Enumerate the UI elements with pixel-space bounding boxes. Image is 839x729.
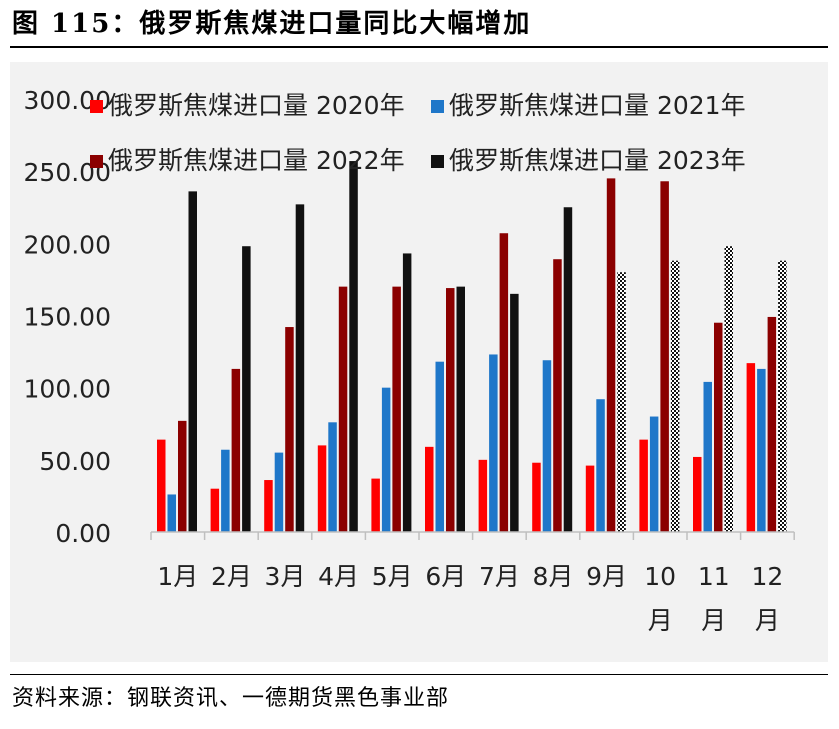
bar	[178, 420, 187, 532]
bar-chart: 0.0050.00100.00150.00200.00250.00300.00 …	[24, 86, 795, 635]
bar	[617, 272, 626, 532]
bar	[670, 260, 680, 532]
bar	[338, 286, 348, 532]
x-tick-label: 3月	[265, 562, 306, 591]
x-tick-label: 6月	[425, 562, 466, 591]
bar	[381, 387, 391, 532]
bar	[157, 439, 166, 532]
bar	[767, 316, 777, 532]
x-tick-label: 11 月	[698, 562, 730, 635]
x-tick-label: 8月	[533, 562, 574, 591]
bar	[489, 354, 498, 532]
x-tick-label: 5月	[372, 562, 413, 591]
bar	[317, 445, 327, 532]
legend-swatch	[431, 155, 444, 168]
legend-swatch	[90, 100, 103, 113]
legend-label: 俄罗斯焦煤进口量 2023年	[449, 146, 746, 175]
bar	[188, 191, 197, 532]
bar	[746, 363, 756, 532]
legend-swatch	[90, 155, 103, 168]
bar	[221, 449, 230, 532]
bar	[285, 327, 294, 532]
figure-title: 图 115：俄罗斯焦煤进口量同比大幅增加	[12, 9, 532, 39]
bar	[264, 480, 273, 532]
bar	[435, 361, 444, 532]
bar	[446, 288, 455, 532]
y-tick-label: 0.00	[55, 519, 111, 548]
bar	[499, 233, 509, 533]
source-divider	[10, 674, 828, 675]
bar	[231, 368, 241, 532]
bar	[532, 462, 541, 532]
bar	[425, 446, 434, 532]
bar	[510, 293, 519, 532]
bar	[210, 488, 220, 532]
bar	[478, 459, 488, 532]
bar	[724, 246, 733, 532]
x-tick-label: 12 月	[751, 562, 783, 635]
bar	[563, 207, 573, 532]
y-tick-label: 100.00	[24, 375, 111, 404]
bar	[585, 465, 595, 532]
x-tick-label: 1月	[157, 562, 198, 591]
bar	[606, 178, 616, 532]
bar	[553, 259, 562, 532]
bar	[371, 478, 380, 532]
title-divider	[10, 46, 828, 48]
bar	[242, 246, 251, 532]
source-note: 资料来源：钢联资讯、一德期货黑色事业部	[12, 686, 450, 711]
bar	[649, 416, 659, 532]
bar	[328, 422, 337, 532]
x-tick-label: 2月	[211, 562, 252, 591]
legend-label: 俄罗斯焦煤进口量 2022年	[108, 146, 405, 175]
x-tick-label: 10 月	[644, 562, 676, 635]
bar	[349, 161, 358, 532]
bars	[157, 161, 787, 533]
bar	[392, 286, 401, 532]
legend-label: 俄罗斯焦煤进口量 2021年	[449, 91, 746, 120]
bar	[596, 399, 605, 532]
bar	[295, 204, 305, 532]
bar	[778, 260, 787, 532]
bar	[639, 439, 648, 532]
y-tick-label: 200.00	[24, 230, 111, 259]
legend-label: 俄罗斯焦煤进口量 2020年	[108, 91, 405, 120]
x-axis: 1月 2月 3月 4月 5月 6月 7月 8月 9月 10 月 11 月 12 月	[150, 531, 795, 635]
bar	[167, 494, 176, 532]
chart-panel: 0.00 50.00 100.00 150.00 200.00 250.00 300.00 …	[10, 62, 828, 662]
bar	[703, 381, 712, 532]
bar	[660, 181, 669, 532]
bar	[274, 452, 284, 532]
bar	[693, 456, 702, 532]
y-tick-label: 50.00	[39, 447, 111, 476]
bar	[542, 360, 552, 532]
y-tick-label: 150.00	[24, 303, 111, 332]
x-tick-label: 4月	[318, 562, 359, 591]
legend-swatch	[431, 100, 444, 113]
bar	[402, 253, 412, 533]
bar	[757, 368, 766, 532]
x-tick-label: 9月	[586, 562, 627, 591]
bar	[456, 286, 465, 532]
bar	[714, 322, 723, 532]
x-tick-label: 7月	[479, 562, 520, 591]
